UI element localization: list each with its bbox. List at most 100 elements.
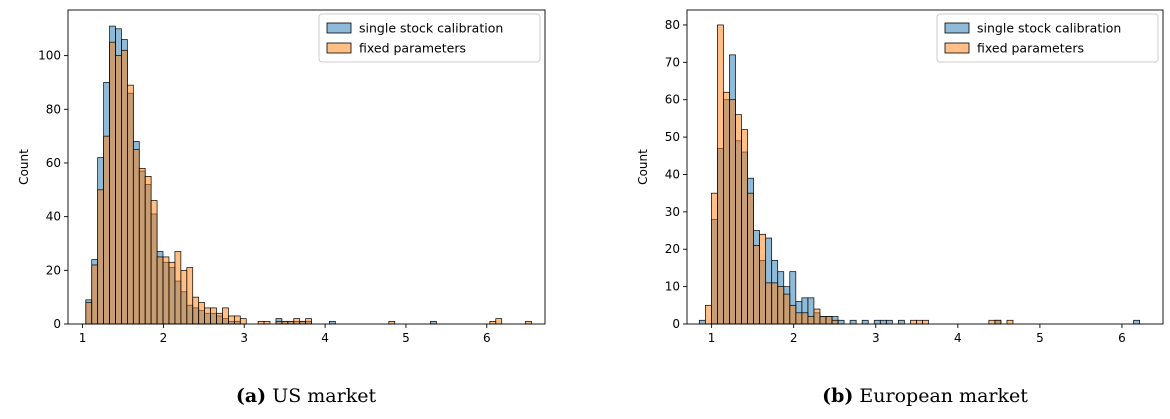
histogram-bar	[132, 149, 140, 325]
histogram-bar	[753, 245, 760, 325]
histogram-bar	[109, 41, 116, 325]
x-tick-label: 1	[79, 331, 87, 345]
histogram-bar	[162, 256, 170, 325]
caption-label: (a)	[236, 385, 266, 407]
histogram-bar	[819, 316, 827, 325]
y-tick-label: 20	[46, 263, 61, 277]
legend-swatch-fixed-parameters	[326, 42, 352, 54]
histogram-bar	[916, 319, 923, 325]
histogram-bar	[233, 315, 241, 325]
y-tick-label: 20	[665, 242, 680, 256]
histogram-bar	[210, 307, 217, 325]
histogram-bar	[873, 319, 881, 325]
axes-frame	[67, 9, 546, 325]
histogram-bar	[717, 24, 724, 325]
histogram-bar	[807, 316, 815, 325]
histogram-bar	[293, 318, 301, 325]
histogram-bar	[771, 282, 779, 325]
histogram-bar	[1006, 319, 1014, 325]
histogram-bar	[180, 269, 188, 325]
histogram-bar	[103, 135, 110, 325]
histogram-bar	[91, 264, 99, 325]
histogram-bar	[885, 319, 893, 325]
histogram-bar	[777, 286, 785, 325]
histogram-bar	[156, 256, 164, 325]
histogram-bar	[735, 114, 742, 325]
histogram-bar	[825, 316, 833, 325]
histogram-bar	[150, 200, 158, 325]
subfigure-caption: (b) European market	[822, 385, 1028, 407]
histogram-bar	[747, 192, 754, 325]
x-tick-label: 6	[1118, 331, 1126, 345]
histogram-bar	[198, 302, 205, 325]
histogram-bar	[192, 296, 200, 325]
histogram-bar	[186, 267, 194, 325]
series-fixed-parameters	[85, 41, 532, 325]
x-tick-label: 4	[954, 331, 962, 345]
histogram-bar	[922, 319, 929, 325]
histogram-bar	[138, 167, 146, 325]
y-tick-label: 50	[665, 130, 680, 144]
histogram-bar	[789, 304, 797, 325]
x-tick-label: 3	[872, 331, 880, 345]
histogram-bar	[741, 129, 748, 325]
x-tick-label: 5	[402, 331, 410, 345]
histogram-bar	[831, 319, 839, 325]
legend: single stock calibration fixed parameters	[318, 13, 541, 63]
histogram-bar	[239, 318, 247, 325]
histogram-bar	[704, 304, 712, 325]
legend-label-single-stock-calibration: single stock calibration	[359, 21, 503, 36]
histogram-bar	[765, 282, 773, 325]
histogram-bar	[801, 312, 809, 325]
histogram-bar	[168, 261, 176, 325]
histogram-bar	[711, 192, 718, 325]
histogram-bar	[228, 315, 235, 325]
y-tick-label: 40	[46, 210, 61, 224]
legend-swatch-single-stock-calibration	[944, 22, 970, 34]
y-tick-label: 40	[665, 167, 680, 181]
caption-text: European market	[853, 385, 1028, 407]
histogram-bar	[698, 319, 706, 325]
histogram-bar	[216, 312, 223, 325]
histogram-bar	[115, 55, 122, 325]
x-tick-label: 4	[321, 331, 329, 345]
subfigure-caption: (a) US market	[236, 385, 377, 407]
y-tick-label: 60	[46, 156, 61, 170]
histogram-bar	[988, 319, 996, 325]
y-axis-label: Count	[17, 149, 31, 185]
histogram-bar	[85, 302, 93, 325]
legend-box	[318, 13, 541, 63]
histogram-bar	[879, 319, 887, 325]
legend-label-single-stock-calibration: single stock calibration	[977, 21, 1121, 36]
x-tick-label: 2	[160, 331, 168, 345]
histogram-bar	[910, 319, 917, 325]
histogram-bar	[994, 319, 1002, 325]
histogram-bar	[723, 91, 730, 325]
histogram-bar	[204, 307, 211, 325]
y-axis-label: Count	[636, 149, 650, 185]
histogram-bar	[861, 319, 869, 325]
y-tick-label: 100	[38, 49, 61, 63]
y-tick-label: 10	[665, 280, 680, 294]
histogram-bar	[127, 84, 134, 325]
histogram-bar	[837, 319, 845, 325]
y-tick-label: 80	[46, 102, 61, 116]
histogram-bar	[174, 251, 182, 325]
caption-label: (b)	[822, 385, 853, 407]
histogram-bar	[1133, 319, 1140, 325]
x-tick-label: 2	[790, 331, 798, 345]
histogram-bar	[495, 318, 503, 325]
y-tick-label: 80	[665, 18, 680, 32]
legend-label-fixed-parameters: fixed parameters	[977, 41, 1084, 56]
histogram-bar	[813, 308, 821, 325]
y-tick-label: 30	[665, 205, 680, 219]
histogram-bar	[144, 176, 152, 325]
legend: single stock calibration fixed parameters	[936, 13, 1159, 63]
histogram-bar	[222, 307, 229, 325]
histogram-bar	[898, 319, 905, 325]
y-tick-label: 60	[665, 93, 680, 107]
y-tick-label: 0	[53, 317, 61, 331]
x-tick-label: 6	[483, 331, 491, 345]
